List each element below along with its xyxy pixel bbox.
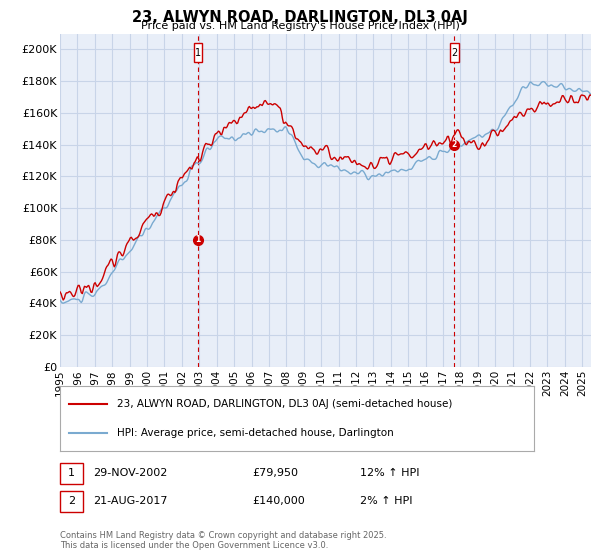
Text: 12% ↑ HPI: 12% ↑ HPI (360, 468, 419, 478)
Text: 2% ↑ HPI: 2% ↑ HPI (360, 496, 413, 506)
Text: 1: 1 (68, 468, 75, 478)
Text: Contains HM Land Registry data © Crown copyright and database right 2025.
This d: Contains HM Land Registry data © Crown c… (60, 530, 386, 550)
Text: 23, ALWYN ROAD, DARLINGTON, DL3 0AJ: 23, ALWYN ROAD, DARLINGTON, DL3 0AJ (132, 10, 468, 25)
FancyBboxPatch shape (194, 43, 202, 62)
Text: £79,950: £79,950 (252, 468, 298, 478)
Text: 2: 2 (68, 496, 75, 506)
Text: Price paid vs. HM Land Registry's House Price Index (HPI): Price paid vs. HM Land Registry's House … (140, 21, 460, 31)
FancyBboxPatch shape (450, 43, 458, 62)
Text: 21-AUG-2017: 21-AUG-2017 (93, 496, 167, 506)
Text: HPI: Average price, semi-detached house, Darlington: HPI: Average price, semi-detached house,… (117, 428, 394, 438)
Text: 1: 1 (195, 48, 201, 58)
Text: 2: 2 (452, 140, 457, 149)
Text: 23, ALWYN ROAD, DARLINGTON, DL3 0AJ (semi-detached house): 23, ALWYN ROAD, DARLINGTON, DL3 0AJ (sem… (117, 399, 452, 409)
Text: 2: 2 (451, 48, 457, 58)
Text: 29-NOV-2002: 29-NOV-2002 (93, 468, 167, 478)
Text: £140,000: £140,000 (252, 496, 305, 506)
Text: 1: 1 (195, 235, 200, 245)
